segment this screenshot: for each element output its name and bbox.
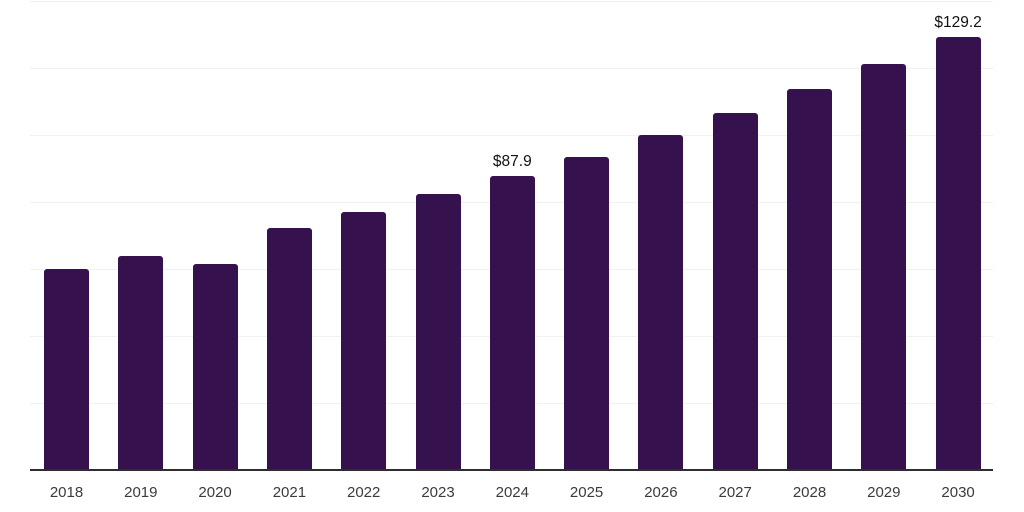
- x-tick-label-2030: 2030: [941, 484, 975, 501]
- bar-2024: [489, 175, 535, 470]
- x-tick-label-2026: 2026: [644, 484, 678, 501]
- x-tick-label-2021: 2021: [272, 484, 307, 501]
- x-tick-label-2029: 2029: [867, 484, 901, 501]
- bar-2020: [192, 263, 238, 470]
- x-tick-label-2019: 2019: [124, 484, 158, 501]
- x-tick-label-2027: 2027: [718, 484, 752, 501]
- bar-value-label-2024: $87.9: [492, 152, 532, 170]
- bar-2022: [341, 212, 387, 470]
- bar-2025: [564, 157, 610, 470]
- gridline-100: [30, 135, 993, 136]
- bar-2018: [44, 269, 89, 470]
- bar-2030: [935, 37, 981, 470]
- x-tick-label-2020: 2020: [198, 484, 232, 501]
- x-tick-label-2028: 2028: [792, 484, 827, 501]
- bar-2027: [712, 112, 758, 470]
- bar-value-label-2030: $129.2: [934, 14, 982, 32]
- bar-2019: [118, 255, 164, 470]
- x-tick-label-2022: 2022: [347, 484, 381, 501]
- x-tick-label-2024: 2024: [495, 484, 529, 501]
- x-tick-label-2025: 2025: [569, 484, 604, 501]
- gridline-120: [30, 68, 993, 69]
- x-axis-line: [30, 469, 993, 471]
- bar-2021: [266, 228, 312, 470]
- bar-2026: [638, 135, 684, 470]
- gridline-140: [30, 1, 993, 2]
- bar-2029: [861, 63, 907, 470]
- bar-2023: [415, 193, 461, 470]
- bar-2028: [787, 89, 832, 470]
- x-tick-label-2023: 2023: [421, 484, 455, 501]
- x-tick-label-2018: 2018: [49, 484, 84, 501]
